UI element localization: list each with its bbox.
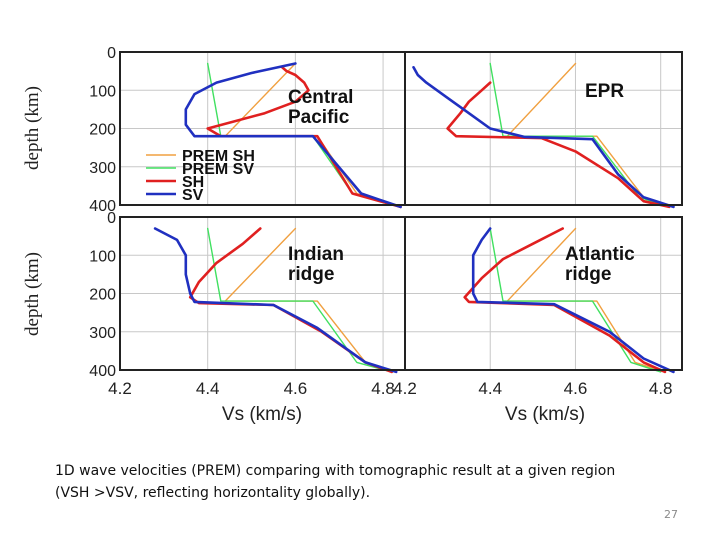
velocity-depth-figure: CentralPacificEPRIndianridgeAtlanticridg…: [22, 45, 683, 425]
y-tick-label: 200: [89, 122, 116, 139]
legend-label: PREM SH: [182, 148, 255, 165]
x-tick-label: 4.8: [371, 379, 395, 398]
legend-label: SV: [182, 187, 204, 204]
x-tick-label: 4.2: [393, 379, 417, 398]
x-tick-label: 4.8: [649, 379, 673, 398]
panel-title: ridge: [565, 264, 611, 285]
y-tick-label: 0: [107, 45, 116, 62]
series-sv-panel-1: [184, 62, 402, 209]
caption-line-2: (VSH >VSV, reflecting horizontality glob…: [55, 485, 371, 501]
series-sv-panel-3: [153, 227, 398, 374]
series-sv-panel-4: [471, 227, 675, 374]
x-tick-label: 4.2: [108, 379, 132, 398]
panel-frame: [404, 216, 683, 371]
y-tick-label: 100: [89, 83, 116, 100]
y-tick-label: 400: [89, 198, 116, 215]
panel-title: Atlantic: [565, 244, 635, 265]
y-axis-label: depth (km): [22, 86, 43, 170]
panel-title: Central: [288, 87, 353, 108]
series-prem-sv-panel-3: [206, 227, 393, 373]
series-sh-panel-2: [446, 81, 671, 209]
series-sh-panel-4: [463, 227, 667, 374]
series-prem-sh-panel-4: [506, 227, 666, 373]
y-tick-label: 300: [89, 160, 116, 177]
x-tick-label: 4.6: [284, 379, 308, 398]
caption-line-1: 1D wave velocities (PREM) comparing with…: [55, 463, 616, 479]
y-axis-label: depth (km): [22, 252, 43, 336]
panel-frame: [404, 51, 683, 206]
panel-title: Pacific: [288, 107, 350, 128]
series-sh-panel-1: [206, 66, 402, 209]
series-prem-sv-panel-4: [489, 227, 662, 373]
panel-title: Indian: [288, 244, 344, 265]
x-axis-label: Vs (km/s): [505, 404, 585, 425]
x-axis-label: Vs (km/s): [222, 404, 302, 425]
panel-title: EPR: [585, 81, 624, 102]
slide-number: 27: [664, 508, 678, 521]
series-sv-panel-2: [412, 66, 675, 209]
y-tick-label: 300: [89, 325, 116, 342]
x-tick-label: 4.4: [196, 379, 220, 398]
y-tick-label: 400: [89, 363, 116, 380]
x-tick-label: 4.4: [478, 379, 502, 398]
figure-caption: 1D wave velocities (PREM) comparing with…: [55, 460, 675, 504]
panel-title: ridge: [288, 264, 334, 285]
x-tick-label: 4.6: [564, 379, 588, 398]
y-tick-label: 200: [89, 287, 116, 304]
y-tick-label: 100: [89, 248, 116, 265]
legend-label: PREM SV: [182, 161, 254, 178]
legend-label: SH: [182, 174, 204, 191]
y-tick-label: 0: [107, 210, 116, 227]
